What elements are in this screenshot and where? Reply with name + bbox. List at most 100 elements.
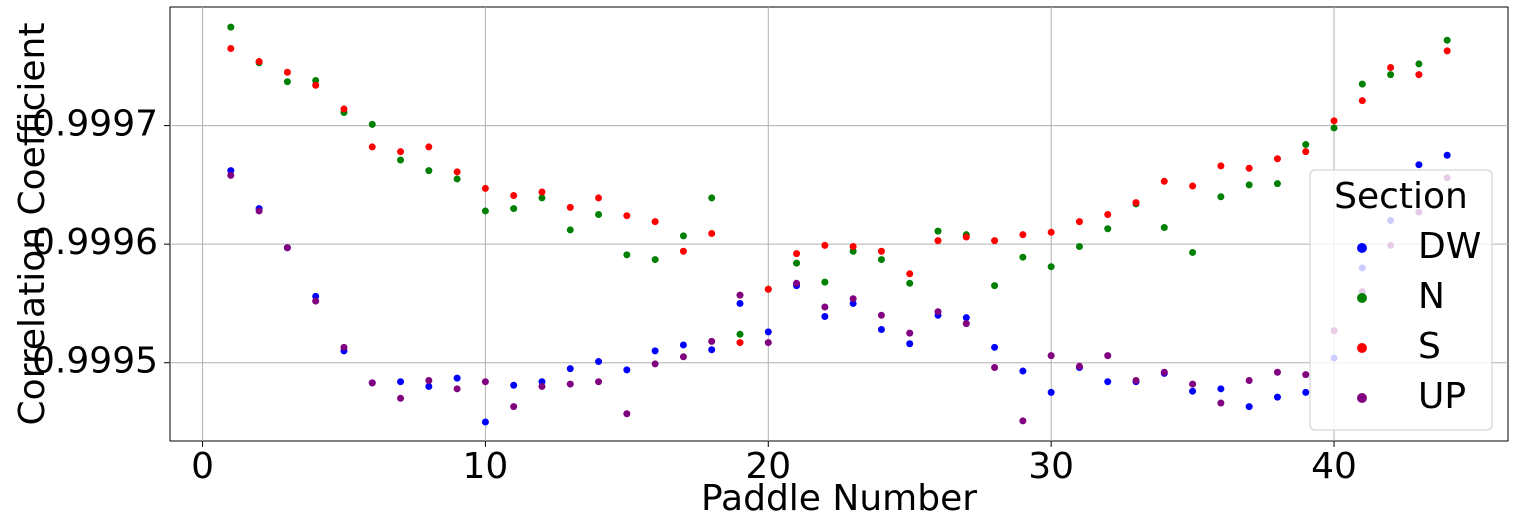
point [962, 320, 970, 328]
point [1302, 371, 1310, 379]
plot-frame [169, 6, 1509, 442]
legend-title: Section [1334, 176, 1468, 217]
point [1443, 36, 1451, 44]
y-tick-label: 0.9995 [32, 341, 158, 382]
x-tick-label: 30 [1028, 446, 1074, 487]
point [1415, 161, 1423, 169]
point [1302, 388, 1310, 396]
point [1104, 378, 1112, 386]
point [821, 312, 829, 320]
point [340, 343, 348, 351]
point [793, 259, 801, 267]
legend-marker [1357, 393, 1367, 403]
point [1019, 253, 1027, 261]
point [934, 227, 942, 235]
point [651, 347, 659, 355]
point [1160, 177, 1168, 185]
point [1245, 164, 1253, 172]
point [877, 247, 885, 255]
point [679, 232, 687, 240]
point [1189, 248, 1197, 256]
point [1160, 368, 1168, 376]
point [1104, 211, 1112, 219]
point [1273, 368, 1281, 376]
legend-box [1309, 169, 1493, 431]
y-tick-label: 0.9997 [32, 104, 158, 145]
point [1302, 141, 1310, 149]
point [877, 256, 885, 264]
legend-label: DW [1418, 226, 1481, 267]
legend-marker [1357, 243, 1367, 253]
point [623, 366, 631, 374]
x-tick-label: 20 [745, 446, 791, 487]
point [679, 247, 687, 255]
point [510, 381, 518, 389]
y-axis-label: Correlation Coefficient [12, 23, 53, 426]
point [481, 418, 489, 426]
point [425, 377, 433, 385]
point [255, 207, 263, 215]
point [453, 385, 461, 393]
point [312, 297, 320, 305]
point [906, 340, 914, 348]
point [538, 194, 546, 202]
point [1302, 148, 1310, 156]
point [708, 229, 716, 237]
point [1443, 151, 1451, 159]
point [1047, 388, 1055, 396]
point [1387, 71, 1395, 79]
point [1075, 218, 1083, 226]
point [595, 211, 603, 219]
point [679, 353, 687, 361]
point [651, 256, 659, 264]
point [283, 78, 291, 86]
point [510, 192, 518, 200]
point [651, 360, 659, 368]
point [1189, 380, 1197, 388]
point [1330, 124, 1338, 132]
point [481, 184, 489, 192]
point [821, 278, 829, 286]
point [566, 203, 574, 211]
point [849, 295, 857, 303]
point [708, 194, 716, 202]
y-tick-label: 0.9996 [32, 222, 158, 263]
point [368, 379, 376, 387]
point [397, 156, 405, 164]
point [481, 207, 489, 215]
point [1019, 231, 1027, 239]
point [1104, 225, 1112, 233]
point [227, 171, 235, 179]
point [312, 81, 320, 89]
point [1387, 63, 1395, 71]
point [368, 143, 376, 151]
point [991, 282, 999, 290]
grid [170, 7, 1508, 441]
point [1415, 60, 1423, 68]
point [425, 167, 433, 175]
point [991, 237, 999, 245]
point [425, 143, 433, 151]
point [764, 328, 772, 336]
point [1245, 403, 1253, 411]
point [1358, 97, 1366, 105]
legend-marker [1357, 293, 1367, 303]
point [1273, 155, 1281, 163]
legend-label: N [1418, 276, 1445, 317]
point [1160, 224, 1168, 232]
point [793, 250, 801, 258]
point [1075, 243, 1083, 251]
point [283, 244, 291, 252]
point [1330, 117, 1338, 125]
point [623, 212, 631, 220]
point [566, 380, 574, 388]
point [368, 120, 376, 128]
point [906, 270, 914, 278]
point [595, 378, 603, 386]
point [877, 326, 885, 334]
point [227, 45, 235, 53]
point [991, 363, 999, 371]
x-tick-label: 10 [462, 446, 508, 487]
point [1075, 362, 1083, 370]
point [736, 330, 744, 338]
